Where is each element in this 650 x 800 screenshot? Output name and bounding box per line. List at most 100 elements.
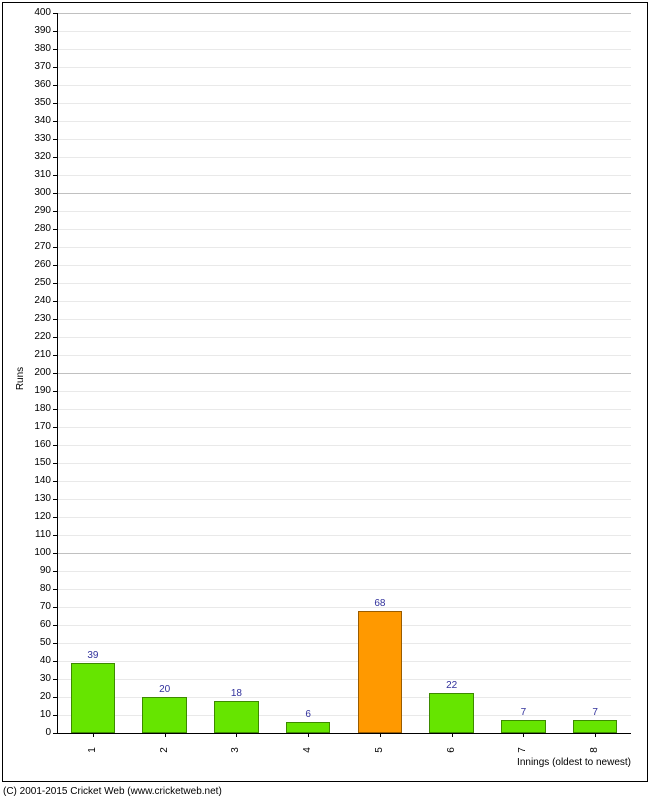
gridline: [57, 175, 631, 176]
x-tick-label: 1: [88, 747, 98, 753]
y-tick-label: 270: [23, 242, 51, 252]
gridline: [57, 535, 631, 536]
y-tick-label: 100: [23, 548, 51, 558]
gridline: [57, 139, 631, 140]
x-tick-mark: [380, 733, 381, 737]
y-tick-label: 120: [23, 512, 51, 522]
bar-value-label: 18: [231, 689, 242, 699]
x-tick-label: 8: [590, 747, 600, 753]
gridline: [57, 643, 631, 644]
y-tick-label: 310: [23, 170, 51, 180]
y-tick-label: 220: [23, 332, 51, 342]
gridline: [57, 679, 631, 680]
y-tick-label: 130: [23, 494, 51, 504]
gridline: [57, 319, 631, 320]
bar-value-label: 39: [87, 651, 98, 661]
y-tick-label: 350: [23, 98, 51, 108]
gridline: [57, 445, 631, 446]
y-tick-label: 190: [23, 386, 51, 396]
gridline: [57, 13, 631, 14]
gridline: [57, 427, 631, 428]
y-tick-label: 170: [23, 422, 51, 432]
bar: [429, 693, 473, 733]
gridline: [57, 211, 631, 212]
bar: [501, 720, 545, 733]
y-tick-label: 360: [23, 80, 51, 90]
bar-value-label: 7: [521, 708, 527, 718]
bar: [286, 722, 330, 733]
y-tick-label: 290: [23, 206, 51, 216]
y-tick-label: 390: [23, 26, 51, 36]
x-tick-label: 5: [375, 747, 385, 753]
x-tick-mark: [595, 733, 596, 737]
y-tick-label: 20: [23, 692, 51, 702]
gridline: [57, 229, 631, 230]
gridline: [57, 265, 631, 266]
gridline: [57, 355, 631, 356]
y-tick-label: 110: [23, 530, 51, 540]
bar: [142, 697, 186, 733]
gridline: [57, 301, 631, 302]
y-tick-label: 370: [23, 62, 51, 72]
gridline: [57, 607, 631, 608]
x-tick-mark: [452, 733, 453, 737]
gridline: [57, 391, 631, 392]
y-tick-label: 0: [23, 728, 51, 738]
bar: [573, 720, 617, 733]
y-tick-label: 380: [23, 44, 51, 54]
gridline: [57, 661, 631, 662]
gridline: [57, 517, 631, 518]
y-tick-label: 280: [23, 224, 51, 234]
gridline: [57, 283, 631, 284]
y-tick-label: 80: [23, 584, 51, 594]
gridline: [57, 625, 631, 626]
x-tick-label: 4: [303, 747, 313, 753]
bar: [71, 663, 115, 733]
y-tick-label: 70: [23, 602, 51, 612]
gridline: [57, 481, 631, 482]
y-tick-label: 250: [23, 278, 51, 288]
gridline: [57, 31, 631, 32]
gridline: [57, 193, 631, 194]
y-tick-label: 210: [23, 350, 51, 360]
gridline: [57, 121, 631, 122]
y-tick-label: 240: [23, 296, 51, 306]
x-tick-mark: [165, 733, 166, 737]
gridline: [57, 373, 631, 374]
gridline: [57, 553, 631, 554]
y-tick-label: 230: [23, 314, 51, 324]
x-axis-line: [57, 733, 631, 734]
x-tick-label: 3: [231, 747, 241, 753]
x-tick-label: 7: [518, 747, 528, 753]
y-tick-label: 300: [23, 188, 51, 198]
y-tick-label: 40: [23, 656, 51, 666]
gridline: [57, 571, 631, 572]
y-tick-label: 140: [23, 476, 51, 486]
gridline: [57, 157, 631, 158]
y-tick-label: 160: [23, 440, 51, 450]
y-tick-label: 400: [23, 8, 51, 18]
bar-value-label: 22: [446, 681, 457, 691]
y-tick-label: 30: [23, 674, 51, 684]
page: Runs Innings (oldest to newest) (C) 2001…: [0, 0, 650, 800]
gridline: [57, 247, 631, 248]
x-tick-mark: [308, 733, 309, 737]
y-tick-label: 330: [23, 134, 51, 144]
x-axis-title: Innings (oldest to newest): [517, 757, 631, 768]
x-tick-label: 6: [447, 747, 457, 753]
gridline: [57, 85, 631, 86]
bar-value-label: 7: [592, 708, 598, 718]
y-tick-label: 60: [23, 620, 51, 630]
x-tick-mark: [236, 733, 237, 737]
gridline: [57, 103, 631, 104]
x-tick-label: 2: [160, 747, 170, 753]
gridline: [57, 67, 631, 68]
y-tick-label: 90: [23, 566, 51, 576]
y-tick-label: 150: [23, 458, 51, 468]
gridline: [57, 337, 631, 338]
gridline: [57, 589, 631, 590]
gridline: [57, 49, 631, 50]
y-tick-label: 180: [23, 404, 51, 414]
bar: [358, 611, 402, 733]
y-tick-label: 340: [23, 116, 51, 126]
